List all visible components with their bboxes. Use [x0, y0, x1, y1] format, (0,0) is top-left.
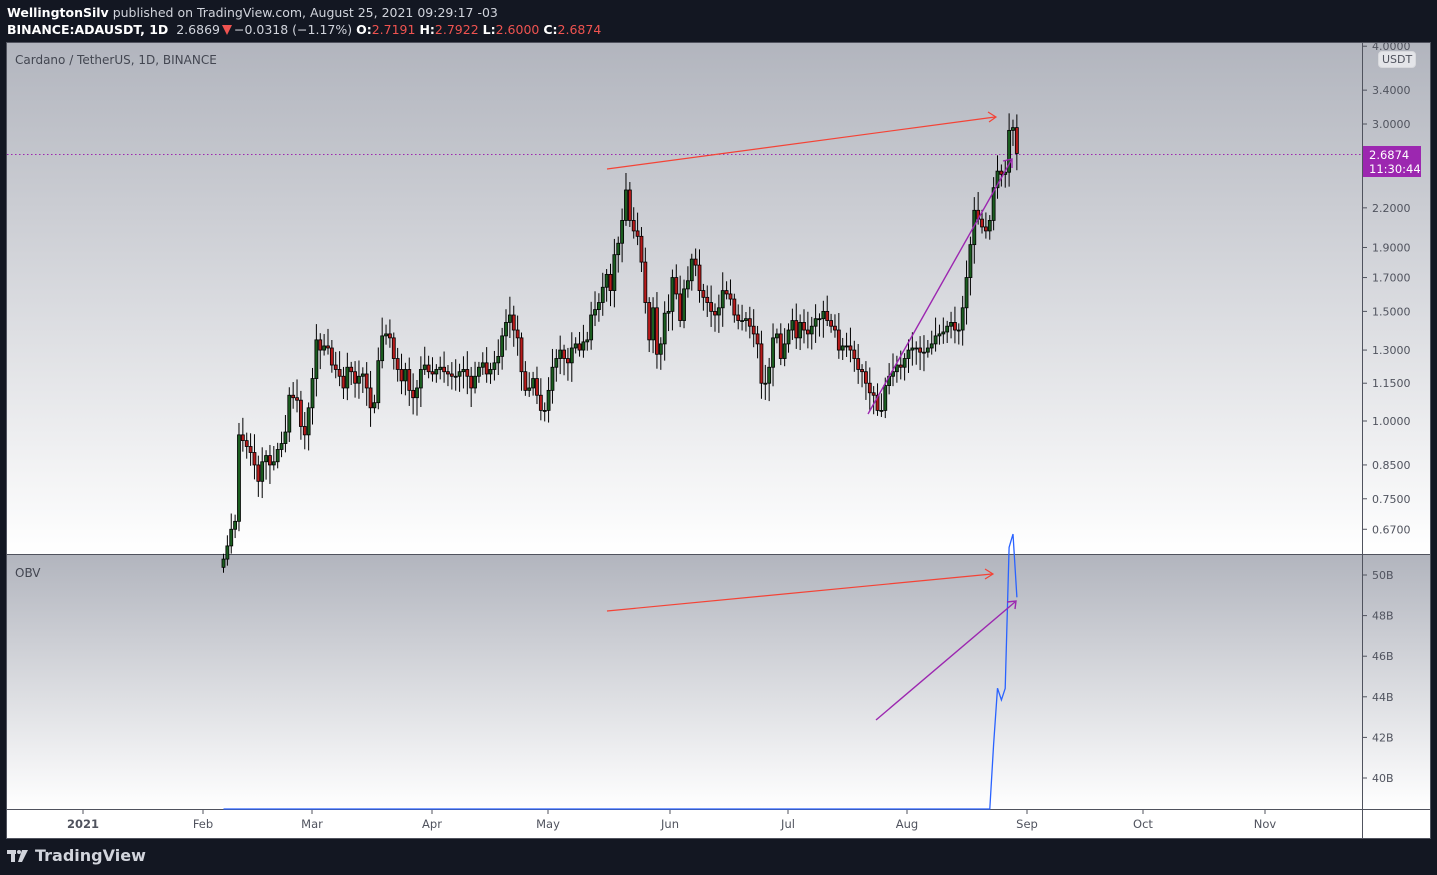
ohlc-bar: BINANCE:ADAUSDT, 1D 2.6869 −0.0318 (−1.17…	[7, 22, 602, 37]
svg-text:1.0000: 1.0000	[1372, 415, 1411, 428]
svg-text:3.0000: 3.0000	[1372, 118, 1411, 131]
svg-text:46B: 46B	[1372, 650, 1394, 663]
svg-text:1.5000: 1.5000	[1372, 305, 1411, 318]
svg-text:Oct: Oct	[1133, 817, 1153, 831]
price-axis[interactable]	[1362, 43, 1430, 554]
open-value: 2.7191	[371, 22, 416, 37]
currency-badge[interactable]: USDT	[1378, 51, 1417, 68]
obv-axis[interactable]	[1362, 555, 1430, 809]
close-value: 2.6874	[557, 22, 602, 37]
svg-text:0.6700: 0.6700	[1372, 523, 1411, 536]
svg-text:0.7500: 0.7500	[1372, 493, 1411, 506]
last-price-tag: 2.6874 11:30:44	[1363, 146, 1421, 177]
symbol: BINANCE:ADAUSDT, 1D	[7, 22, 169, 37]
svg-text:3.4000: 3.4000	[1372, 84, 1411, 97]
svg-text:40B: 40B	[1372, 772, 1394, 785]
svg-text:0.8500: 0.8500	[1372, 459, 1411, 472]
author-name[interactable]: WellingtonSilv	[7, 5, 109, 20]
svg-text:1.9000: 1.9000	[1372, 241, 1411, 254]
svg-text:1.1500: 1.1500	[1372, 377, 1411, 390]
main-legend[interactable]: Cardano / TetherUS, 1D, BINANCE	[15, 53, 217, 67]
candles	[221, 113, 1019, 573]
svg-text:44B: 44B	[1372, 691, 1394, 704]
svg-text:50B: 50B	[1372, 569, 1394, 582]
svg-text:2021: 2021	[67, 817, 99, 831]
footer-brand[interactable]: TradingView	[7, 846, 146, 865]
tradingview-logo-icon	[7, 849, 29, 863]
svg-text:Aug: Aug	[896, 817, 918, 831]
low-value: 2.6000	[495, 22, 540, 37]
down-triangle-icon	[221, 25, 232, 35]
svg-text:Nov: Nov	[1254, 817, 1277, 831]
svg-text:Sep: Sep	[1016, 817, 1038, 831]
svg-text:Mar: Mar	[301, 817, 323, 831]
last-price: 2.6869	[176, 22, 220, 37]
time-axis[interactable]	[7, 809, 1430, 838]
svg-text:48B: 48B	[1372, 610, 1394, 623]
price-change: −0.0318 (−1.17%)	[233, 22, 353, 37]
obv-pane[interactable]	[7, 555, 1362, 809]
trend-arrows[interactable]	[606, 111, 1017, 721]
svg-text:Feb: Feb	[193, 817, 213, 831]
chart-frame[interactable]	[6, 42, 1431, 839]
svg-text:Jul: Jul	[780, 817, 795, 831]
svg-text:Jun: Jun	[660, 817, 679, 831]
obv-legend[interactable]: OBV	[15, 566, 41, 580]
obv-line	[223, 533, 1018, 810]
svg-text:Apr: Apr	[422, 817, 442, 831]
svg-text:May: May	[536, 817, 560, 831]
svg-text:42B: 42B	[1372, 731, 1394, 744]
svg-text:1.3000: 1.3000	[1372, 344, 1411, 357]
svg-text:4.0000: 4.0000	[1372, 40, 1411, 53]
high-value: 2.7922	[434, 22, 479, 37]
svg-text:2.2000: 2.2000	[1372, 202, 1411, 215]
svg-text:1.7000: 1.7000	[1372, 272, 1411, 285]
publish-info: WellingtonSilv published on TradingView.…	[7, 5, 498, 20]
